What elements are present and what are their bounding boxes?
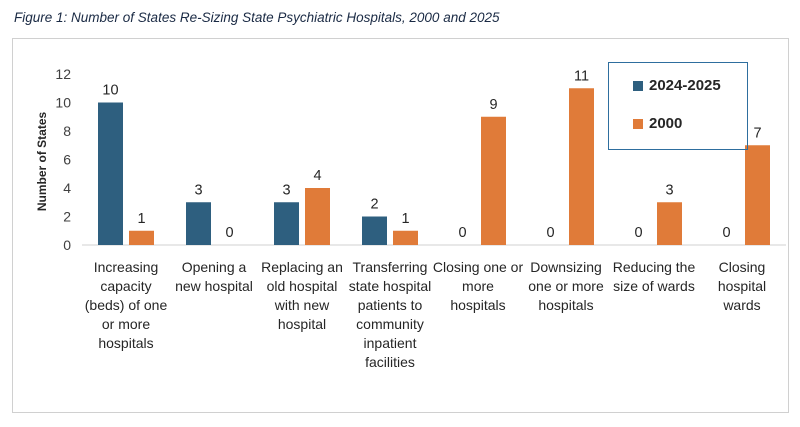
bar-2000-0 (129, 230, 154, 245)
data-label: 0 (225, 225, 233, 241)
x-category-label-line: hospitals (450, 297, 505, 313)
bar-2000-4 (481, 116, 506, 245)
bar-2024-2025-2 (274, 202, 299, 245)
data-label: 0 (458, 225, 466, 241)
x-category-label-line: new hospital (175, 278, 253, 294)
data-label: 3 (194, 182, 202, 198)
x-category-label: Replacing an old hospital with new hospital (261, 259, 343, 332)
x-category-label-line: Opening a (182, 259, 247, 275)
bar-2000-3 (393, 230, 418, 245)
legend-item-2000: 2000 (633, 115, 682, 132)
data-label: 11 (574, 68, 589, 84)
x-category-label-line: Closing (719, 259, 766, 275)
x-category-label-line: state hospital (349, 278, 432, 294)
bar-2024-2025-0 (98, 102, 123, 245)
bar-2000-6 (657, 202, 682, 245)
y-tick-label: 6 (63, 152, 71, 168)
x-category-label-line: old hospital (267, 278, 338, 294)
data-label: 0 (546, 225, 554, 241)
x-category-label-line: size of wards (613, 278, 695, 294)
bar-2024-2025-3 (362, 216, 387, 245)
y-tick-label: 10 (55, 95, 71, 111)
legend-label: 2024-2025 (649, 77, 721, 94)
bar-2000-2 (305, 188, 330, 245)
bar-2000-7 (745, 145, 770, 245)
x-category-label-line: inpatient (364, 335, 417, 351)
legend-label: 2000 (649, 115, 683, 132)
legend-swatch-2024-2025 (633, 80, 643, 91)
x-category-label-line: Closing one or (433, 259, 524, 275)
x-category-label-line: hospitals (98, 335, 153, 351)
x-category-label-line: patients to (358, 297, 423, 313)
x-category-label-line: more (462, 278, 494, 294)
data-label: 7 (753, 125, 761, 141)
x-category-label: Downsizing one or more hospitals (528, 259, 604, 313)
x-category-label-line: Downsizing (530, 259, 602, 275)
y-tick-label: 4 (63, 180, 71, 196)
x-category-label-line: facilities (365, 354, 415, 370)
data-label: 1 (137, 211, 145, 227)
data-label: 4 (313, 168, 321, 184)
x-category-label-line: wards (722, 297, 760, 313)
y-tick-label: 12 (55, 66, 71, 82)
x-category-label: Closing hospital wards (718, 259, 766, 313)
data-label: 0 (634, 225, 642, 241)
x-category-label: Opening a new hospital (175, 259, 253, 294)
legend-item-2024-2025: 2024-2025 (633, 77, 721, 94)
y-tick-label: 2 (63, 209, 71, 225)
data-label: 3 (665, 182, 673, 198)
x-category-label-line: with new (274, 297, 330, 313)
bar-2000-5 (569, 88, 594, 245)
x-category-label-line: one or more (528, 278, 604, 294)
x-category-label: Closing one or more hospitals (433, 259, 524, 313)
data-label: 9 (489, 97, 497, 113)
data-label: 1 (401, 211, 409, 227)
data-label: 3 (282, 182, 290, 198)
x-category-label-line: or more (102, 316, 150, 332)
x-category-label-line: community (356, 316, 424, 332)
y-tick-label: 0 (63, 237, 71, 253)
chart-legend: 2024-2025 2000 (608, 62, 748, 150)
x-category-label-line: Reducing the (613, 259, 696, 275)
chart-frame (12, 38, 789, 413)
y-tick-label: 8 (63, 123, 71, 139)
x-category-label: Transferring state hospital patients to com… (349, 259, 432, 370)
data-label: 0 (722, 225, 730, 241)
x-category-label-line: hospital (718, 278, 766, 294)
x-category-label-line: Transferring (353, 259, 428, 275)
x-category-label: Reducing the size of wards (613, 259, 696, 294)
bar-2024-2025-1 (186, 202, 211, 245)
x-category-label-line: hospitals (538, 297, 593, 313)
x-category-label-line: capacity (100, 278, 151, 294)
x-category-label-line: Replacing an (261, 259, 343, 275)
figure-title: Figure 1: Number of States Re-Sizing Sta… (14, 10, 500, 25)
data-label: 10 (102, 83, 118, 99)
x-category-label: Increasing capacity (beds) of one or more ho… (85, 259, 168, 351)
x-category-label-line: (beds) of one (85, 297, 168, 313)
y-axis-label: Number of States (35, 112, 49, 212)
x-category-label-line: Increasing (94, 259, 159, 275)
legend-swatch-2000 (633, 118, 643, 129)
data-label: 2 (370, 197, 378, 213)
x-category-label-line: hospital (278, 316, 326, 332)
